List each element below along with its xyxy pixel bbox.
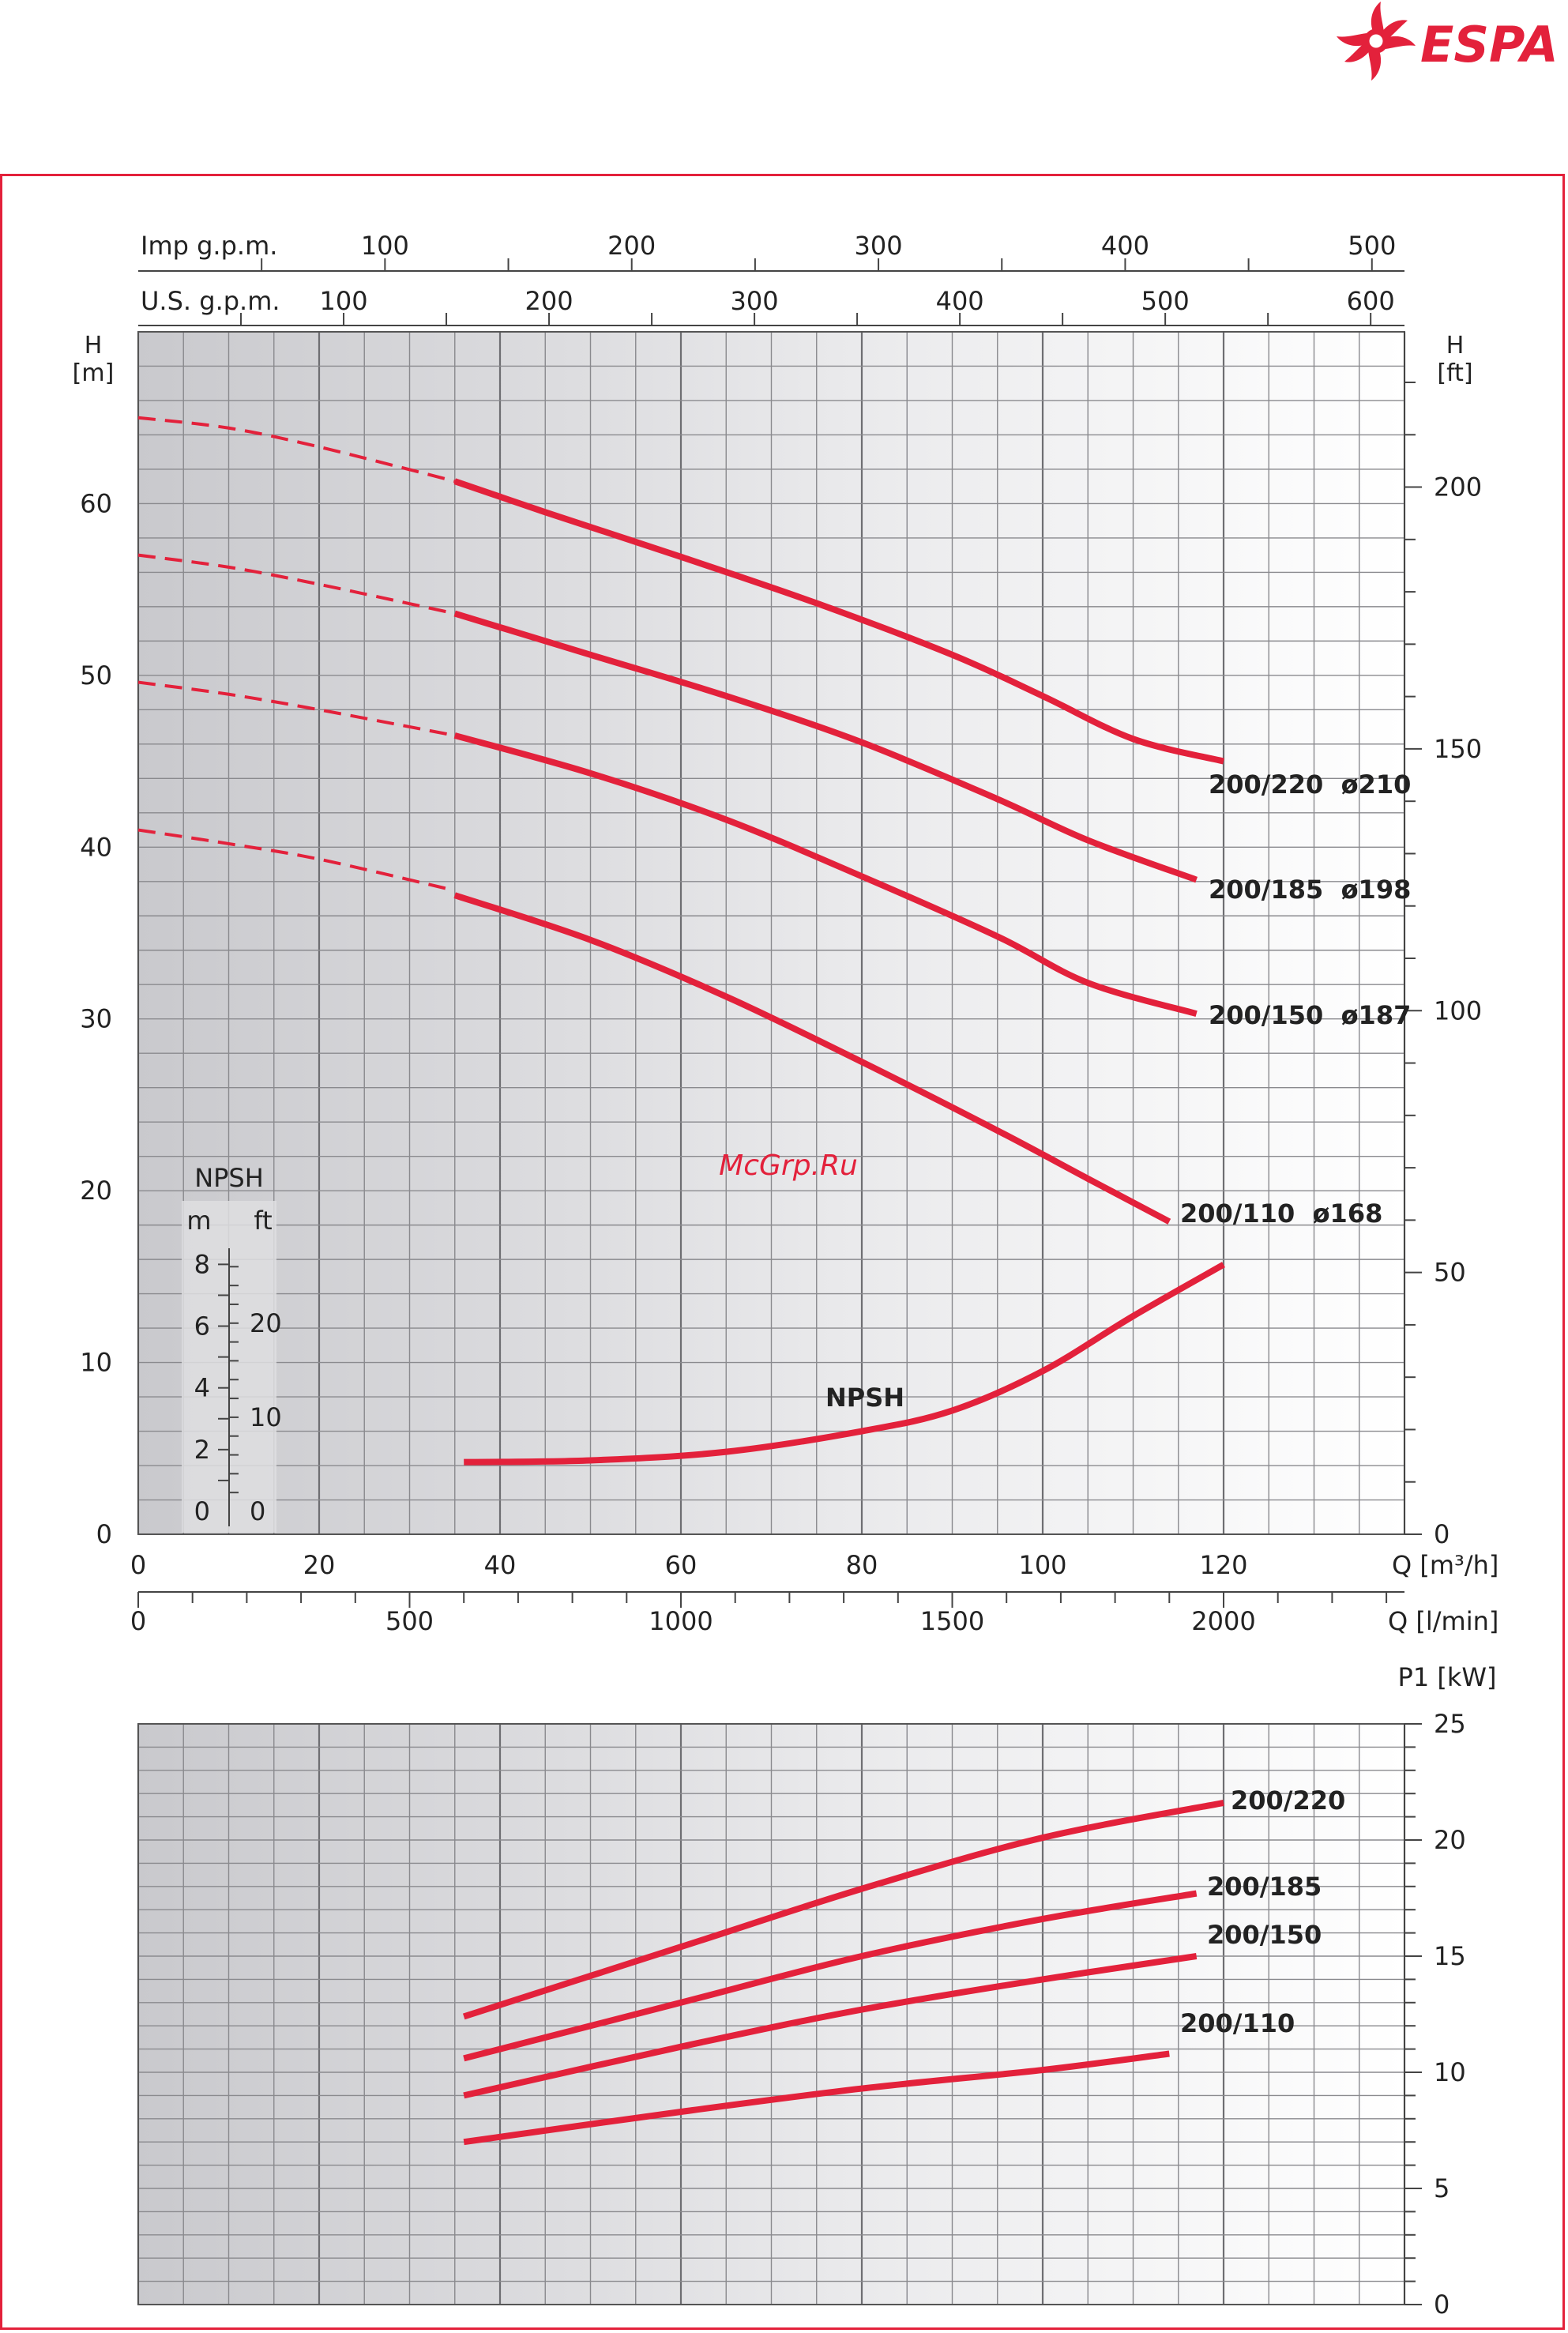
x-axis-label-lmin: Q [l/min] <box>1388 1606 1498 1636</box>
y-tick-label-ft: 50 <box>1434 1258 1466 1288</box>
head-curve <box>453 478 1224 765</box>
head-curve-dashed <box>137 680 456 737</box>
power-curve <box>462 1800 1224 2020</box>
x-tick-label-lmin: 0 <box>130 1606 146 1636</box>
x-tick-label-us: 100 <box>319 286 367 316</box>
power-series-label: 200/220 <box>1231 1785 1345 1816</box>
x-tick-label-imp: 200 <box>607 231 656 261</box>
npsh-tick-label-m: 2 <box>194 1435 210 1465</box>
y-tick-label-m: 60 <box>80 488 112 518</box>
y-axis-label-m-line2: [m] <box>73 359 115 387</box>
x-tick-label-us: 300 <box>731 286 779 316</box>
npsh-scale-unit-m: m <box>186 1206 211 1236</box>
y-tick-label-m: 20 <box>80 1176 112 1206</box>
head-curve-dashed <box>137 828 446 890</box>
x-tick-label-m3h: 40 <box>484 1550 517 1580</box>
y-tick-label-kw: 0 <box>1434 2290 1450 2320</box>
power-curve <box>463 1953 1198 2099</box>
series-label: 200/220 ø210 <box>1209 770 1411 800</box>
power-curve <box>463 1890 1198 2062</box>
x-tick-label-m3h: 120 <box>1199 1550 1247 1580</box>
x-tick-label-lmin: 2000 <box>1191 1606 1255 1636</box>
npsh-tick-label-m: 8 <box>194 1249 210 1279</box>
y-tick-label-m: 0 <box>96 1519 112 1549</box>
y-tick-label-m: 10 <box>80 1348 112 1378</box>
x-tick-label-imp: 500 <box>1348 231 1396 261</box>
x-tick-label-lmin: 500 <box>385 1606 434 1636</box>
head-curve <box>453 892 1171 1225</box>
y-tick-label-kw: 10 <box>1434 2057 1466 2087</box>
x-tick-label-m3h: 100 <box>1018 1550 1066 1580</box>
npsh-tick-label-m: 0 <box>194 1496 210 1526</box>
series-label: NPSH <box>825 1383 904 1413</box>
chart-frame <box>0 174 1565 2330</box>
npsh-scale-unit-ft: ft <box>254 1206 272 1236</box>
y-tick-label-ft: 0 <box>1434 1519 1450 1549</box>
power-series-label: 200/150 <box>1207 1920 1322 1950</box>
y-tick-label-m: 50 <box>80 660 112 690</box>
power-series-label: 200/185 <box>1207 1872 1322 1902</box>
y-axis-label-m-line1: H <box>85 332 103 359</box>
x-tick-label-imp: 100 <box>361 231 409 261</box>
npsh-tick-label-m: 4 <box>194 1373 210 1403</box>
x-tick-label-us: 400 <box>936 286 984 316</box>
impeller-icon <box>1337 2 1416 81</box>
power-curve <box>463 2050 1170 2146</box>
head-curve <box>453 732 1198 1018</box>
watermark: McGrp.Ru <box>719 1150 858 1182</box>
head-curve-dashed <box>137 416 456 484</box>
x-tick-label-m3h: 20 <box>303 1550 336 1580</box>
x-tick-label-us: 500 <box>1141 286 1190 316</box>
power-series-label: 200/110 <box>1180 2008 1295 2038</box>
x-tick-label-m3h: 0 <box>130 1550 146 1580</box>
x-tick-label-m3h: 80 <box>846 1550 878 1580</box>
y-tick-label-kw: 20 <box>1434 1825 1466 1855</box>
x-tick-label-lmin: 1500 <box>920 1606 984 1636</box>
npsh-scale-title: NPSH <box>194 1163 264 1193</box>
y-tick-label-ft: 200 <box>1434 472 1482 502</box>
y-tick-label-ft: 100 <box>1434 995 1482 1025</box>
y-tick-label-ft: 150 <box>1434 734 1482 764</box>
series-label: 200/185 ø198 <box>1209 875 1411 905</box>
y-axis-label-ft-line1: H <box>1446 332 1465 359</box>
y-tick-label-m: 40 <box>80 832 112 862</box>
head-curve <box>453 610 1198 883</box>
x-tick-label-us: 200 <box>525 286 573 316</box>
x-axis-label-m3h: Q [m³/h] <box>1392 1550 1498 1580</box>
x-tick-label-m3h: 60 <box>665 1550 698 1580</box>
y-tick-label-kw: 5 <box>1434 2173 1450 2203</box>
x-tick-label-us: 600 <box>1347 286 1395 316</box>
y-axis-label-ft-line2: [ft] <box>1437 359 1472 387</box>
x-tick-label-imp: 300 <box>855 231 903 261</box>
x-axis-label-us: U.S. g.p.m. <box>141 286 280 316</box>
npsh-tick-label-ft: 10 <box>250 1402 282 1432</box>
x-tick-label-imp: 400 <box>1101 231 1149 261</box>
x-axis-label-imp: Imp g.p.m. <box>141 231 277 261</box>
npsh-tick-label-m: 6 <box>194 1311 210 1341</box>
npsh-tick-label-ft: 0 <box>250 1496 265 1526</box>
y-tick-label-kw: 25 <box>1434 1709 1466 1739</box>
curves-layer <box>137 416 1225 2146</box>
series-label: 200/150 ø187 <box>1209 1000 1411 1030</box>
espa-logo: ESPA <box>1337 2 1559 81</box>
npsh-tick-label-ft: 20 <box>250 1308 282 1338</box>
brand-name: ESPA <box>1420 16 1559 73</box>
y-tick-label-m: 30 <box>80 1004 112 1034</box>
axes-layer <box>137 258 1422 2305</box>
npsh-curve <box>464 1262 1225 1466</box>
series-label: 200/110 ø168 <box>1180 1198 1382 1229</box>
y-tick-label-kw: 15 <box>1434 1941 1466 1971</box>
y-axis-label-kw: P1 [kW] <box>1398 1662 1497 1692</box>
head-curve-dashed <box>137 553 456 615</box>
x-tick-label-lmin: 1000 <box>649 1606 713 1636</box>
